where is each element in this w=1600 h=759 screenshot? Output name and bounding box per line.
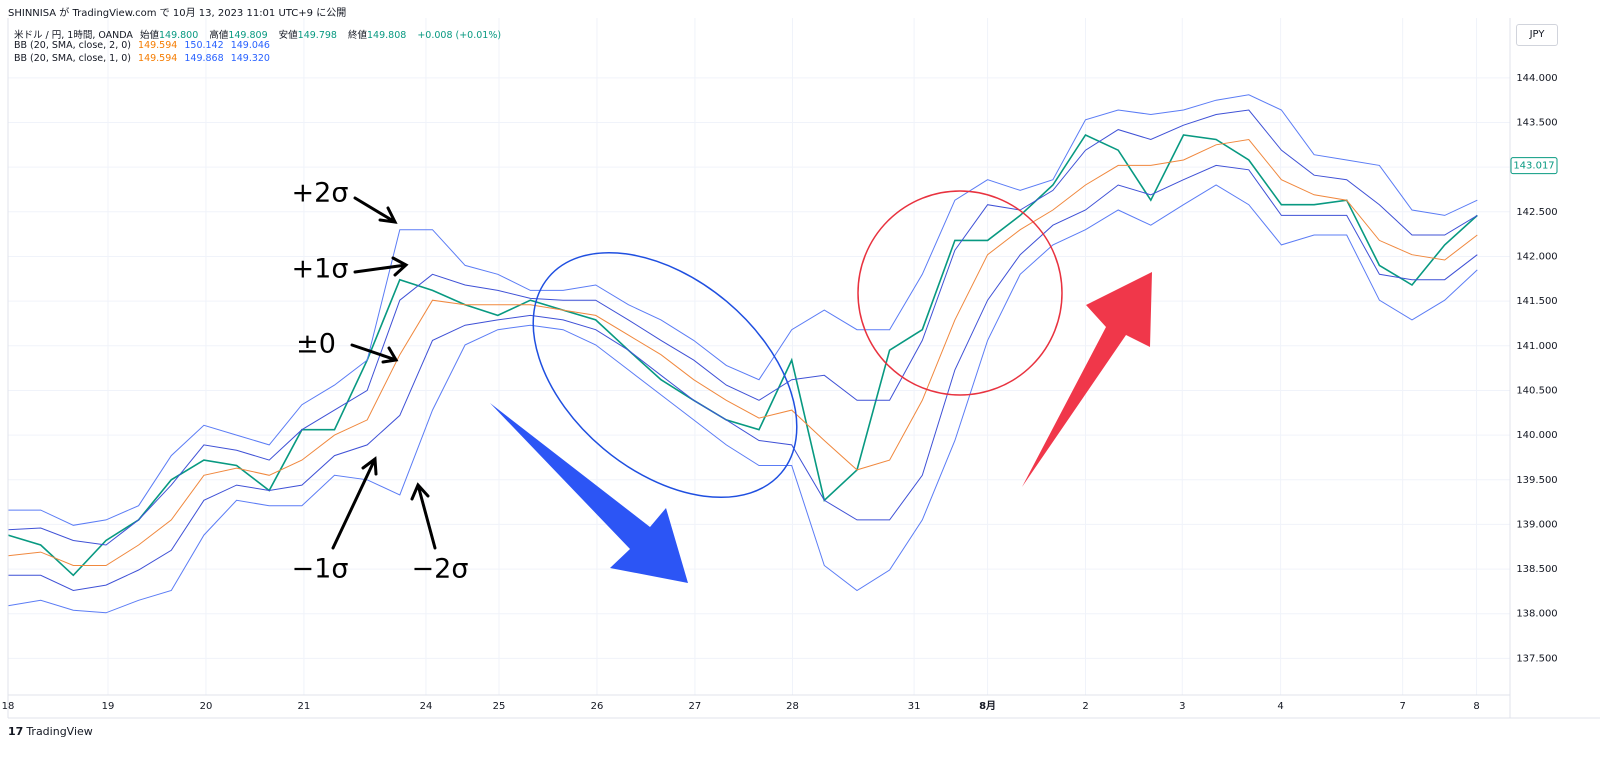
x-tick-label: 31 [908, 701, 921, 712]
band-line [7, 184, 1478, 614]
value: 149.809 [228, 30, 268, 41]
band-line [7, 138, 1478, 566]
x-tick-label: 26 [591, 701, 604, 712]
grid [7, 18, 1510, 695]
value: 149.594 [138, 53, 178, 64]
y-tick-label: 139.000 [1516, 519, 1557, 530]
value: 149.594 [138, 40, 178, 51]
arrow-zero [350, 343, 399, 364]
ohlc-high: 高値149.809 [209, 30, 271, 41]
currency-button[interactable]: JPY [1516, 24, 1558, 46]
logo: 17 [8, 725, 24, 738]
annotation: ±0 [296, 329, 336, 360]
annotation: +1σ [292, 254, 349, 285]
ohlc-low: 安値149.798 [279, 30, 341, 41]
value: 149.800 [158, 30, 199, 41]
label: 終値 [348, 30, 368, 41]
byline: SHINNISA が TradingView.com で 10月 13, 202… [8, 8, 347, 19]
legend-ohlc: 米ドル / 円, 1時間, OANDA 始値149.800 高値149.809 … [14, 27, 505, 41]
x-tick-label: 25 [493, 701, 506, 712]
legend-bb2: BB (20, SMA, close, 2, 0) 149.594 150.14… [14, 40, 274, 51]
x-tick-label: 3 [1179, 701, 1185, 712]
x-tick-label: 18 [2, 701, 15, 712]
price-line [7, 133, 1478, 577]
x-tick-label: 28 [786, 701, 799, 712]
y-tick-label: 144.000 [1516, 73, 1557, 84]
band-line [8, 164, 1478, 592]
value: 150.142 [184, 40, 224, 51]
highlight-circle [857, 190, 1063, 396]
indicator: BB (20, SMA, close, 1, 0) [14, 53, 131, 64]
price-tag-label: 143.017 [1513, 161, 1554, 172]
axes: 137.500 138.000 138.500 139.000 139.500 140.0… [2, 73, 1558, 712]
value: 149.868 [184, 53, 224, 64]
value: 149.808 [367, 30, 407, 41]
band-line [8, 94, 1478, 526]
y-tick-label: 141.500 [1516, 296, 1557, 307]
annotations: +2σ +1σ ±0 −1σ −2σ [292, 178, 469, 585]
down-arrow [490, 403, 688, 583]
up-arrow [1022, 272, 1152, 487]
x-tick-label: 2 [1082, 701, 1088, 712]
x-tick-label: 20 [200, 701, 213, 712]
y-tick-label: 137.500 [1516, 653, 1557, 664]
highlight-ellipse [532, 251, 798, 499]
y-tick-label: 138.000 [1516, 609, 1557, 620]
symbol: 米ドル / 円, 1時間, OANDA [14, 30, 133, 41]
band-line [7, 109, 1478, 546]
change: +0.008 (+0.01%) [417, 30, 502, 41]
plot [7, 94, 1478, 614]
arrow-minus2 [410, 482, 437, 550]
x-tick-label: 8 [1473, 701, 1479, 712]
indicator: BB (20, SMA, close, 2, 0) [14, 40, 131, 51]
y-tick-label: 140.500 [1516, 385, 1557, 396]
label: 高値 [209, 30, 229, 41]
y-tick-label: 142.000 [1516, 251, 1557, 262]
annotation: +2σ [292, 178, 349, 209]
y-tick-label: 142.500 [1516, 207, 1557, 218]
x-tick-label: 7 [1399, 701, 1405, 712]
annotation: −2σ [412, 554, 469, 585]
x-tick-label: 21 [298, 701, 311, 712]
legend-bb1: BB (20, SMA, close, 1, 0) 149.594 149.86… [14, 53, 274, 64]
label: 安値 [278, 30, 298, 41]
label: 始値 [139, 30, 159, 41]
price-tag [1510, 157, 1558, 175]
value: 149.046 [230, 40, 270, 51]
arrow-plus2 [353, 196, 398, 224]
brand: 17 TradingView [8, 725, 93, 738]
value: 149.798 [297, 30, 337, 41]
annotation-arrows [331, 196, 437, 550]
arrow-minus1 [331, 456, 378, 550]
x-tick-label: 4 [1277, 701, 1283, 712]
y-tick-label: 138.500 [1516, 564, 1557, 575]
y-tick-label: 141.000 [1516, 341, 1557, 352]
arrow-plus1 [353, 256, 409, 277]
y-tick-label: 139.500 [1516, 475, 1557, 486]
x-tick-label: 27 [689, 701, 702, 712]
ohlc-close: 終値149.808 [348, 30, 410, 41]
x-tick-label: 19 [102, 701, 115, 712]
annotation: −1σ [292, 554, 349, 585]
y-tick-label: 143.500 [1516, 117, 1557, 128]
ohlc-open: 始値149.800 [140, 30, 202, 41]
x-tick-label: 8月 [979, 700, 996, 712]
value: 149.320 [230, 53, 270, 64]
y-tick-label: 140.000 [1516, 430, 1557, 441]
x-tick-label: 24 [420, 701, 433, 712]
brand-name: TradingView [26, 725, 93, 738]
